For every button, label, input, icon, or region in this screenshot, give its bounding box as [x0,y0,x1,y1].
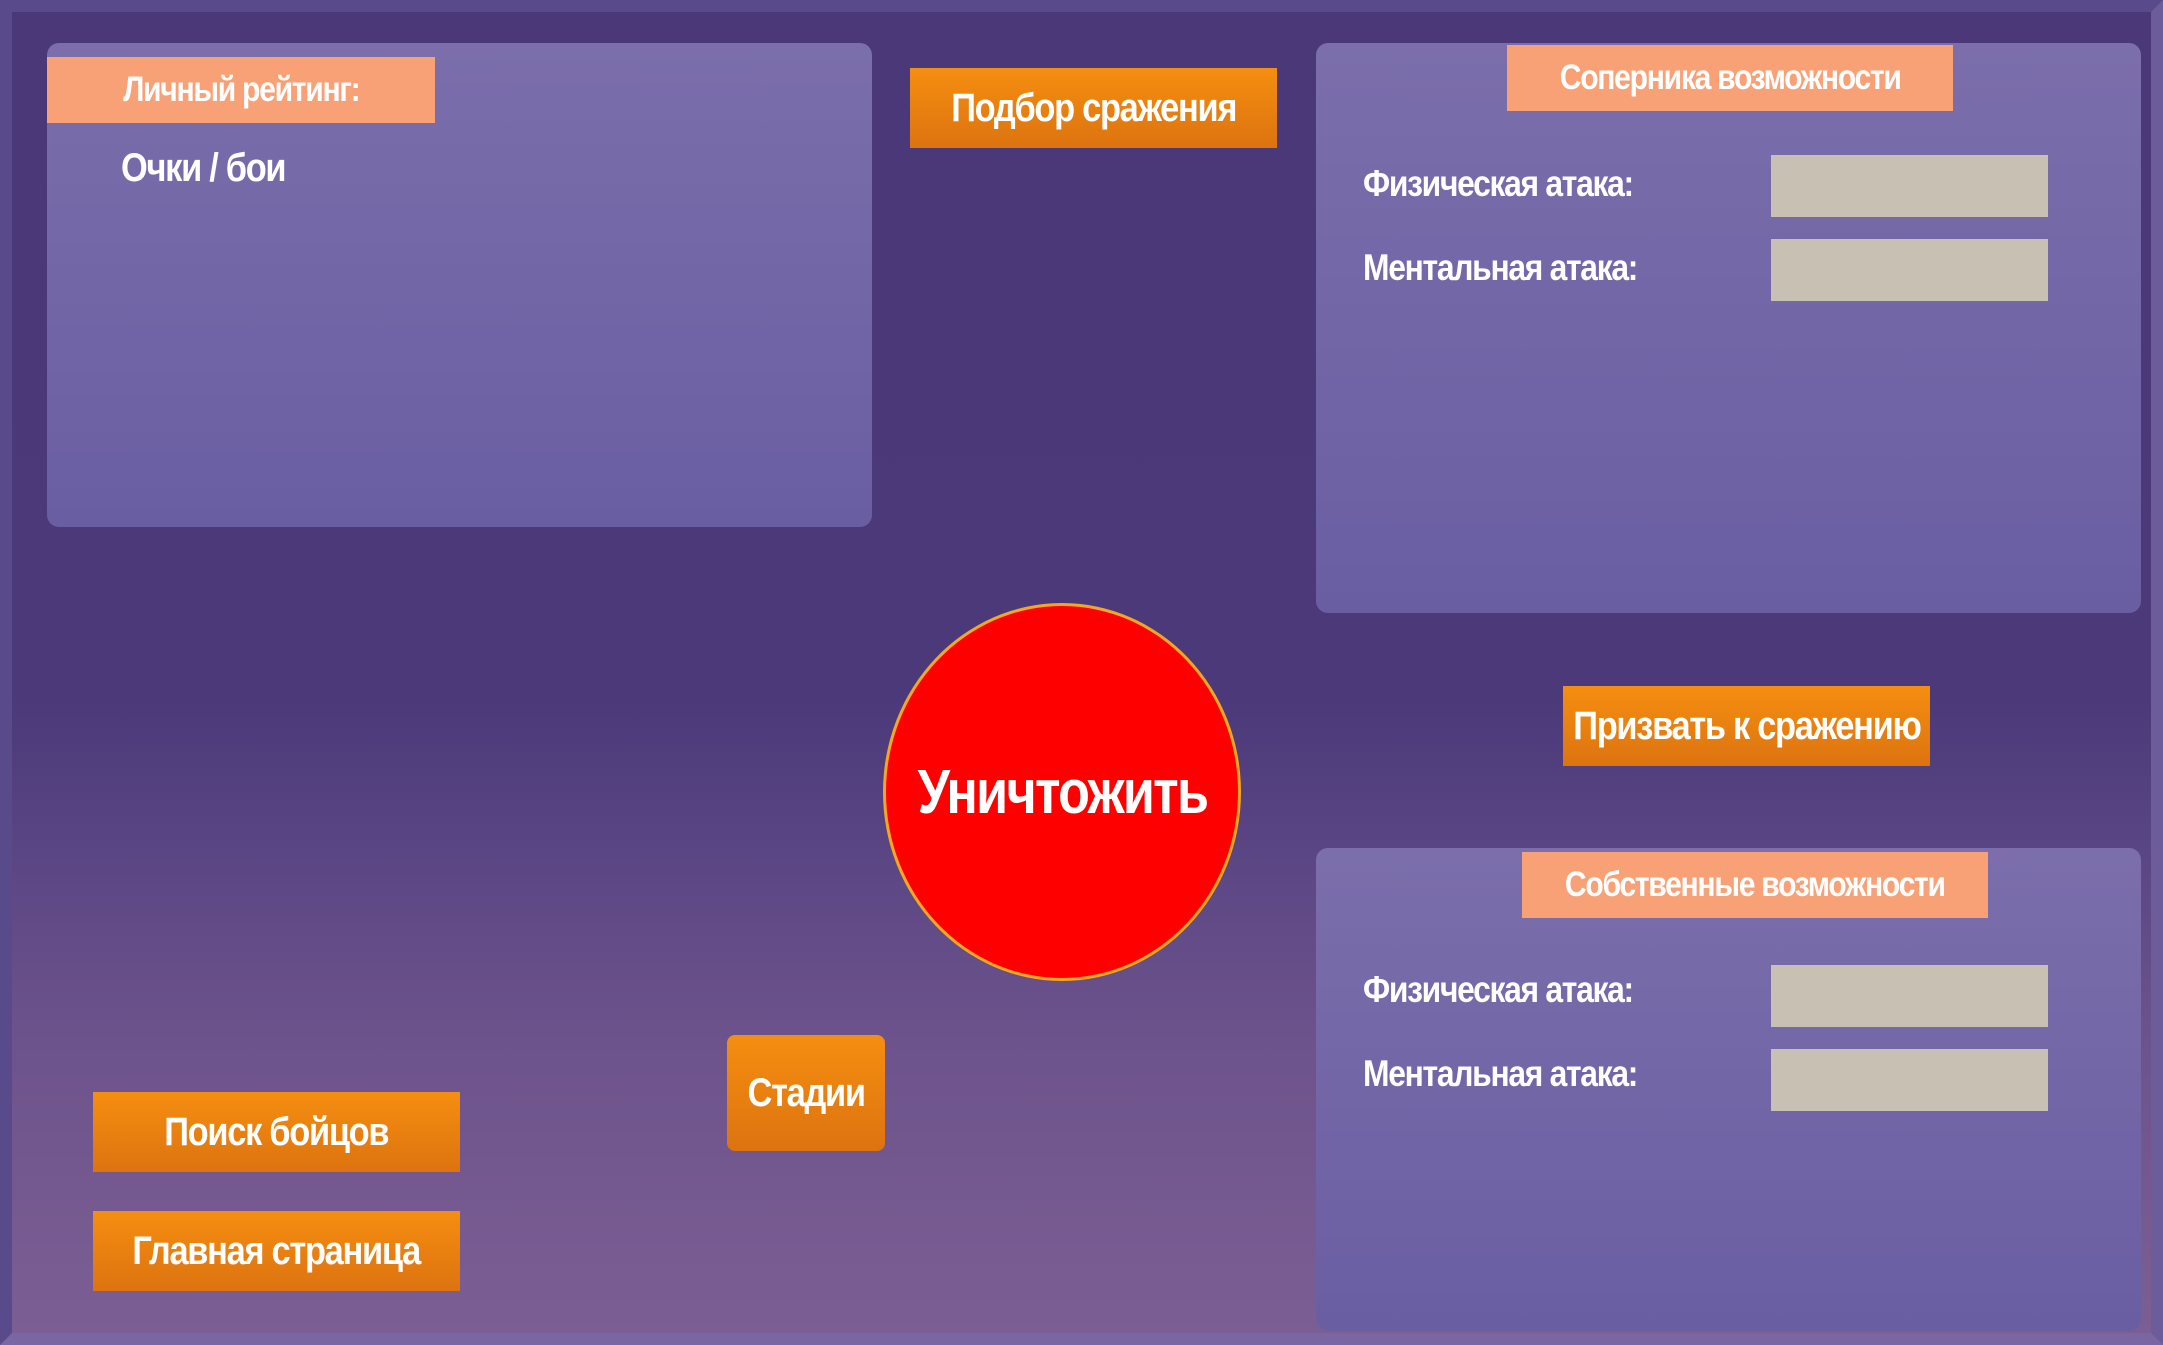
opponent-physical-attack-value [1771,155,2048,217]
own-mental-attack-value [1771,1049,2048,1111]
challenge-to-battle-button[interactable]: Призвать к сражению [1563,686,1930,766]
match-battle-button[interactable]: Подбор сражения [910,68,1277,148]
opponent-mental-attack-value [1771,239,2048,301]
own-mental-attack-label: Ментальная атака: [1363,1053,1638,1094]
rating-points-battles-label: Очки / бои [121,146,287,190]
destroy-button[interactable]: Уничтожить [883,603,1241,981]
opponent-physical-attack-label: Физическая атака: [1363,163,1634,204]
personal-rating-panel: Личный рейтинг: Очки / бои [47,43,872,527]
home-page-button[interactable]: Главная страница [93,1211,460,1291]
opponent-abilities-panel: Соперника возможности Физическая атака: … [1316,43,2141,613]
own-abilities-panel: Собственные возможности Физическая атака… [1316,848,2141,1331]
stages-button[interactable]: Стадии [727,1035,885,1151]
opponent-abilities-title: Соперника возможности [1507,45,1953,111]
personal-rating-title: Личный рейтинг: [47,57,435,123]
own-physical-attack-label: Физическая атака: [1363,969,1634,1010]
search-fighters-button[interactable]: Поиск бойцов [93,1092,460,1172]
own-abilities-title: Собственные возможности [1522,852,1988,918]
opponent-mental-attack-label: Ментальная атака: [1363,247,1638,288]
own-physical-attack-value [1771,965,2048,1027]
